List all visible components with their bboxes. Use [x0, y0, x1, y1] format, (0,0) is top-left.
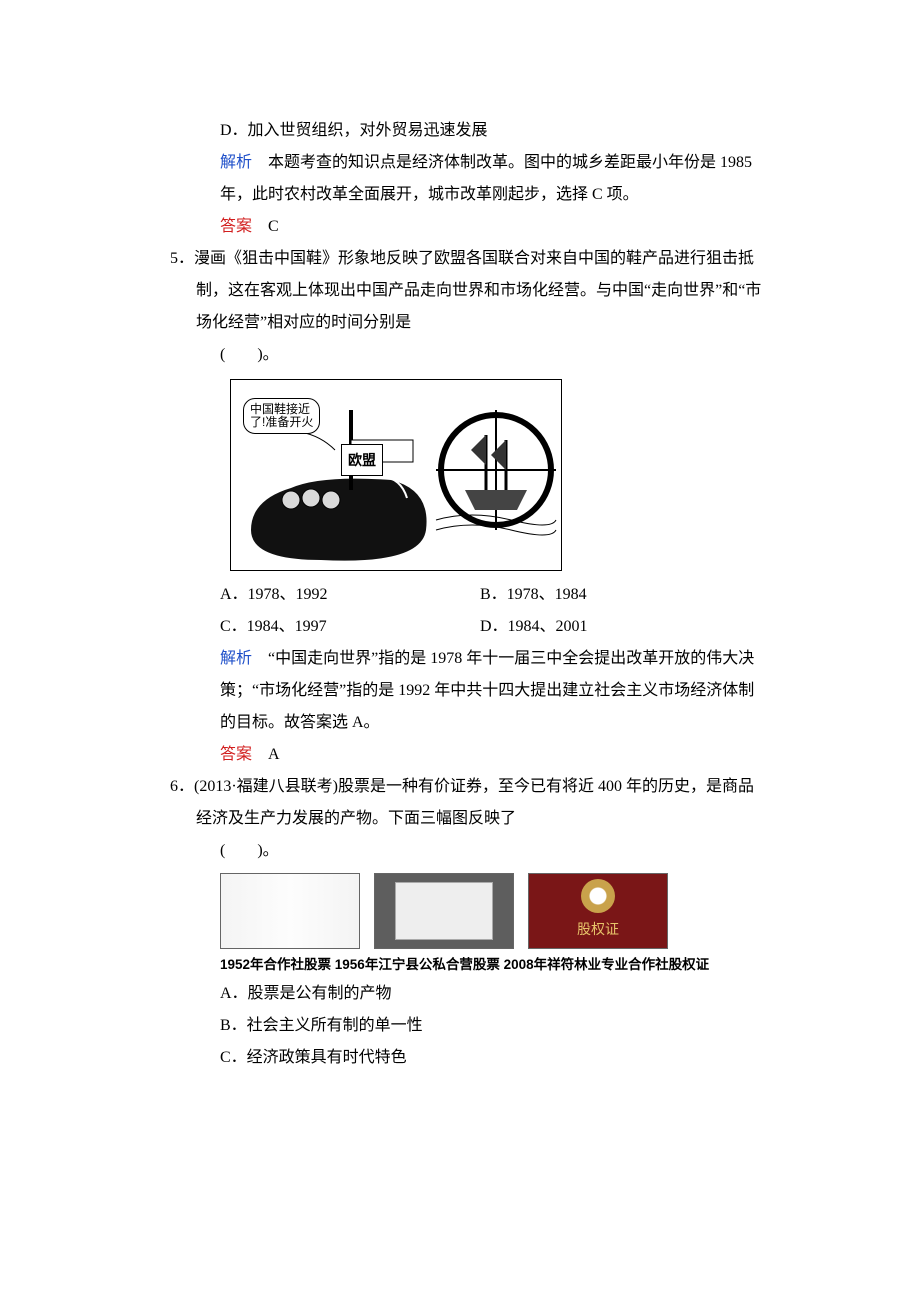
q6-opt-c: C．经济政策具有时代特色 — [170, 1042, 770, 1074]
q5-opts-row2: C．1984、1997 D．1984、2001 — [170, 611, 770, 643]
answer-label: 答案 — [220, 218, 252, 235]
q6-stem: 6．(2013·福建八县联考)股票是一种有价证券，至今已有将近 400 年的历史… — [196, 771, 770, 835]
q6-source: (2013·福建八县联考) — [194, 778, 338, 795]
answer-text: C — [252, 218, 279, 235]
q5-answer: 答案 A — [170, 739, 770, 771]
q6-image-1956 — [374, 873, 514, 949]
analysis-text: 本题考查的知识点是经济体制改革。图中的城乡差距最小年份是 1985 年，此时农村… — [220, 154, 752, 203]
q5-cartoon: 中国鞋接近 了!准备开火 欧盟 — [230, 379, 562, 571]
answer-label: 答案 — [220, 746, 252, 763]
q6-images: 股权证 — [170, 873, 770, 949]
answer-text: A — [252, 746, 280, 763]
q6-captions: 1952年合作社股票 1956年江宁县公私合营股票 2008年祥符林业专业合作社… — [170, 951, 770, 978]
analysis-text: “中国走向世界”指的是 1978 年十一届三中全会提出改革开放的伟大决策；“市场… — [220, 650, 754, 731]
q5-opt-a: A．1978、1992 — [220, 579, 480, 611]
q6-image-1952 — [220, 873, 360, 949]
q5-number: 5． — [170, 250, 194, 267]
q5-analysis: 解析 “中国走向世界”指的是 1978 年十一届三中全会提出改革开放的伟大决策；… — [170, 643, 770, 739]
q6-image-2008: 股权证 — [528, 873, 668, 949]
page: D．加入世贸组织，对外贸易迅速发展 解析 本题考查的知识点是经济体制改革。图中的… — [0, 0, 920, 1302]
prev-option-d: D．加入世贸组织，对外贸易迅速发展 — [170, 115, 770, 147]
q5-paren: ( )。 — [220, 339, 770, 371]
analysis-label: 解析 — [220, 154, 252, 171]
cartoon-speech: 中国鞋接近 了!准备开火 — [243, 398, 320, 434]
q6-opt-a: A．股票是公有制的产物 — [170, 978, 770, 1010]
prev-analysis: 解析 本题考查的知识点是经济体制改革。图中的城乡差距最小年份是 1985 年，此… — [170, 147, 770, 211]
badge-icon — [581, 879, 615, 913]
q5-stem-text: 漫画《狙击中国鞋》形象地反映了欧盟各国联合对来自中国的鞋产品进行狙击抵制，这在客… — [194, 250, 761, 331]
q5-stem: 5．漫画《狙击中国鞋》形象地反映了欧盟各国联合对来自中国的鞋产品进行狙击抵制，这… — [196, 243, 770, 339]
q6-number: 6． — [170, 778, 194, 795]
prev-answer: 答案 C — [170, 211, 770, 243]
cartoon-flag: 欧盟 — [341, 444, 383, 476]
q5-opts-row1: A．1978、1992 B．1978、1984 — [170, 579, 770, 611]
thumb3-text: 股权证 — [577, 915, 619, 943]
analysis-label: 解析 — [220, 650, 252, 667]
q6-paren: ( )。 — [220, 835, 770, 867]
q5-opt-d: D．1984、2001 — [480, 611, 588, 643]
q5-opt-c: C．1984、1997 — [220, 611, 480, 643]
q5-opt-b: B．1978、1984 — [480, 579, 587, 611]
q6-opt-b: B．社会主义所有制的单一性 — [170, 1010, 770, 1042]
